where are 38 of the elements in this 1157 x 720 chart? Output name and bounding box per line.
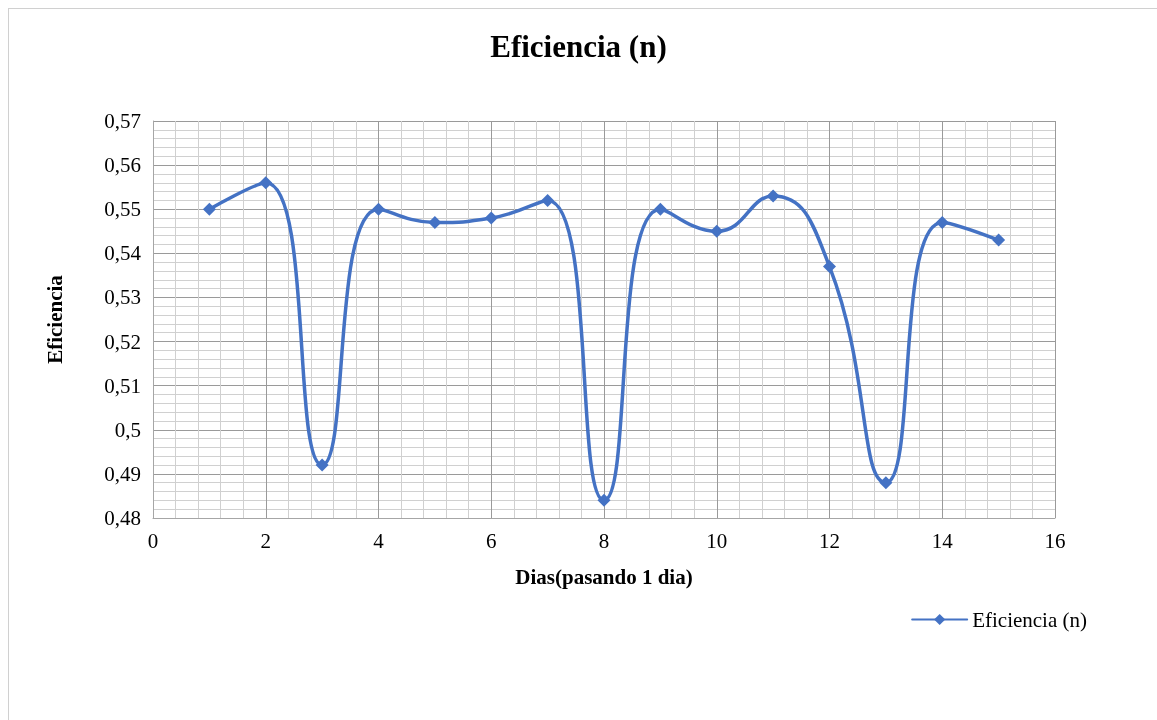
y-tick-label: 0,57 bbox=[104, 109, 141, 133]
y-tick-label: 0,55 bbox=[104, 197, 141, 222]
y-axis-title: Eficiencia bbox=[42, 274, 67, 364]
x-tick-label: 6 bbox=[486, 528, 497, 553]
chart-title: Eficiencia (n) bbox=[490, 29, 667, 64]
y-tick-label: 0,53 bbox=[104, 285, 141, 310]
point bbox=[992, 233, 1006, 247]
point bbox=[879, 476, 893, 490]
y-tick-label: 0,51 bbox=[104, 373, 141, 398]
y-tick-label: 0,49 bbox=[104, 461, 141, 486]
x-tick-label: 8 bbox=[598, 528, 610, 553]
point bbox=[202, 202, 216, 216]
x-tick-label: 10 bbox=[706, 528, 728, 553]
y-tick-label: 0,52 bbox=[104, 329, 141, 354]
point bbox=[372, 202, 385, 216]
x-tick-label: 16 bbox=[1044, 528, 1066, 553]
x-tick-label: 0 bbox=[147, 528, 159, 553]
point bbox=[653, 202, 667, 216]
x-axis-title: Dias(pasando 1 dia) bbox=[515, 564, 693, 589]
point bbox=[428, 215, 442, 229]
x-tick-label: 4 bbox=[373, 528, 385, 553]
point bbox=[484, 211, 498, 225]
legend-label: Eficiencia (n) bbox=[972, 607, 1088, 632]
x-tick-label: 14 bbox=[931, 528, 954, 553]
x-tick-label: 2 bbox=[260, 528, 271, 553]
point bbox=[823, 260, 836, 274]
point bbox=[259, 176, 273, 190]
y-tick-label: 0,54 bbox=[104, 241, 142, 266]
y-tick-label: 0,48 bbox=[104, 506, 141, 530]
x-tick-label: 12 bbox=[819, 528, 840, 553]
y-tick-label: 0,56 bbox=[104, 153, 141, 178]
y-tick-label: 0,5 bbox=[114, 417, 141, 442]
point bbox=[710, 224, 724, 238]
point bbox=[935, 215, 949, 229]
point bbox=[597, 493, 611, 507]
point bbox=[315, 458, 329, 472]
point bbox=[541, 193, 555, 207]
point bbox=[766, 189, 780, 203]
